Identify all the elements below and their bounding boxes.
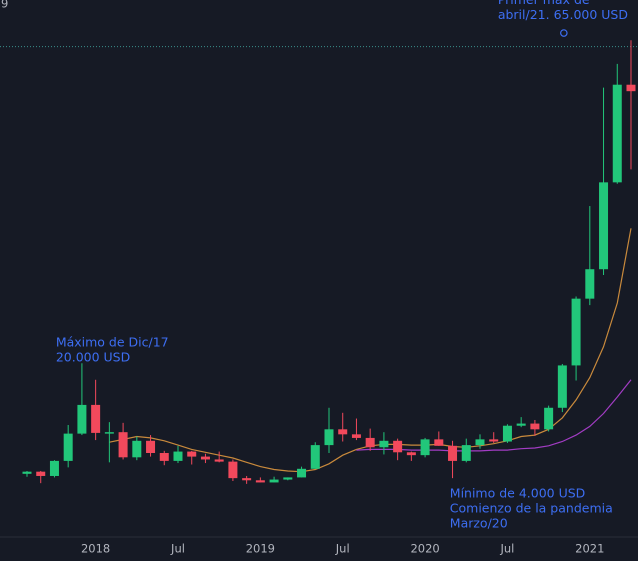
annotation-text: Marzo/20 (450, 515, 508, 530)
candle-body (420, 439, 430, 456)
candle-body (63, 433, 73, 461)
candle-body (448, 445, 458, 461)
candle-body (22, 471, 32, 474)
annotation-text: abril/21. 65.000 USD (498, 7, 628, 22)
candle-body (242, 478, 252, 481)
annotation-text: Máximo de Dic/17 (56, 335, 169, 350)
candle-body (338, 429, 348, 435)
candle-body (475, 439, 485, 446)
x-tick-label: Jul (335, 542, 350, 556)
candle-body (310, 445, 320, 469)
x-tick-label: 2018 (81, 542, 110, 556)
candle-body (406, 452, 416, 456)
candle-body (200, 456, 210, 460)
annotation-text: Primer max de (498, 0, 590, 7)
candle-body (434, 439, 444, 446)
candle-body (585, 269, 595, 299)
x-tick-label: 2019 (246, 542, 275, 556)
candle-body (132, 440, 142, 458)
candle-body (351, 434, 361, 438)
candle-body (544, 407, 554, 430)
candle-body (269, 479, 279, 483)
candle-body (324, 429, 334, 446)
candle-body (599, 182, 609, 270)
candle-body (461, 445, 471, 461)
candle-body (187, 451, 197, 457)
candle-body (502, 425, 512, 442)
candle-body (365, 437, 375, 448)
x-tick-label: Jul (499, 542, 514, 556)
candle-body (571, 298, 581, 366)
candle-body (297, 468, 307, 478)
candle-body (283, 477, 293, 480)
candle-body (379, 440, 389, 448)
candle-body (393, 440, 403, 453)
candle-body (118, 432, 128, 458)
candle-body (530, 423, 540, 430)
moving-average-line (356, 379, 632, 452)
x-tick-label: 2020 (410, 542, 439, 556)
x-tick-label: 2021 (575, 542, 604, 556)
candle-body (612, 84, 622, 183)
annotation-marker (560, 29, 568, 37)
candle-body (159, 453, 169, 461)
candle-body (557, 365, 567, 408)
candle-body (36, 471, 46, 476)
candle-body (516, 423, 526, 426)
annotation-text: Mínimo de 4.000 USD (450, 485, 586, 500)
candle-body (626, 84, 636, 92)
candle-body (228, 461, 238, 479)
partial-label: 9 (1, 0, 8, 11)
candle-body (255, 480, 265, 483)
candle-body (173, 451, 183, 461)
annotation-text: 20.000 USD (56, 350, 130, 365)
candle-body (146, 440, 156, 454)
x-tick-label: Jul (170, 542, 185, 556)
candle-body (91, 404, 101, 433)
candle-body (489, 439, 499, 442)
candle-body (77, 404, 87, 434)
candle-body (104, 432, 114, 434)
annotation-text: Comienzo de la pandemia (450, 500, 613, 515)
candle-body (214, 459, 224, 462)
candle-body (49, 460, 59, 476)
